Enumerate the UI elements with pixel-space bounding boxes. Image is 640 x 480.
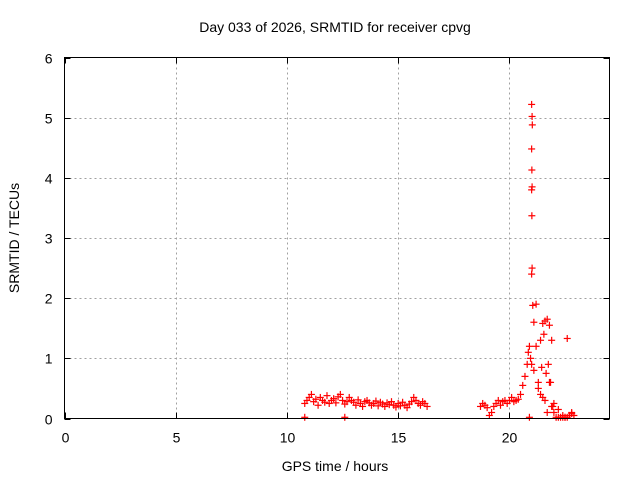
data-point [307,390,315,398]
data-point [521,372,529,380]
data-point [554,405,562,413]
data-point [543,408,551,416]
x-tick-label: 15 [391,430,407,446]
data-point [524,348,532,356]
data-point [539,393,547,401]
y-tick-label: 5 [45,111,53,127]
data-point [550,408,558,416]
data-point [339,396,347,404]
data-point [519,381,527,389]
data-point [528,121,536,129]
data-point [423,402,431,410]
data-point [514,395,522,403]
data-point [388,398,395,406]
grid-layer [64,57,610,419]
data-point [542,369,550,377]
data-point [559,411,567,419]
data-point [497,401,504,409]
data-point [543,315,551,323]
data-point [321,398,329,406]
data-point [528,112,536,120]
data-point [549,402,557,410]
data-point [374,402,382,410]
y-tick-label: 3 [45,231,53,247]
y-tick-labels: 0 1 2 3 4 5 6 [45,51,53,428]
data-point [540,330,548,338]
x-tick-label: 5 [173,430,181,446]
data-point [528,145,536,153]
data-point [359,402,367,410]
data-point [352,401,360,409]
data-point [408,398,416,406]
data-point [530,366,538,374]
data-point [570,411,578,419]
data-point [563,334,571,342]
y-axis-title: SRMTID / TECUs [6,183,22,293]
chart-title: Day 033 of 2026, SRMTID for receiver cpv… [199,19,471,35]
data-point [494,396,502,404]
y-tick-label: 4 [45,171,53,187]
data-point [528,212,536,220]
data-point [550,399,558,407]
data-point [483,404,491,412]
data-point [563,413,571,421]
data-point [354,396,362,404]
x-tick-label: 10 [280,430,296,446]
data-point [548,336,556,344]
data-point [532,342,540,350]
data-point [544,360,552,368]
data-point [381,402,389,410]
data-point [336,390,344,398]
data-point [525,342,533,350]
tick-layer [64,57,610,420]
data-point [525,413,533,421]
data-point [545,321,553,329]
data-point [532,300,540,308]
data-point [530,318,538,326]
data-point [330,395,338,403]
data-point [534,384,542,392]
y-tick-label: 0 [45,412,53,428]
data-point [537,336,545,344]
data-point [332,399,340,407]
y-tick-label: 2 [45,291,53,307]
data-point [538,363,546,371]
data-point [314,401,322,409]
data-point [341,413,349,421]
data-point [528,100,536,108]
y-tick-label: 1 [45,351,53,367]
plot-frame [64,57,610,419]
data-point [529,301,537,309]
data-point [416,401,424,409]
data-point [534,378,542,386]
data-point [396,402,404,410]
data-point [517,390,525,398]
x-tick-label: 20 [502,430,518,446]
data-point [403,404,411,412]
data-point [527,354,535,362]
data-point [392,403,400,411]
data-point [528,270,536,278]
x-tick-label: 0 [62,430,70,446]
data-point [312,395,320,403]
y-tick-label: 6 [45,51,53,67]
x-axis-title: GPS time / hours [282,458,389,474]
data-point [301,413,309,421]
x-tick-labels: 0 5 10 15 20 [62,430,518,446]
data-point [343,398,351,406]
data-point [508,393,516,401]
data-point [372,397,380,405]
data-point [528,360,536,368]
data-point [528,186,536,194]
data-point [323,392,331,400]
data-point [488,408,496,416]
data-points [301,100,578,421]
data-point [528,264,536,272]
data-point [545,378,553,386]
data-point [528,166,536,174]
